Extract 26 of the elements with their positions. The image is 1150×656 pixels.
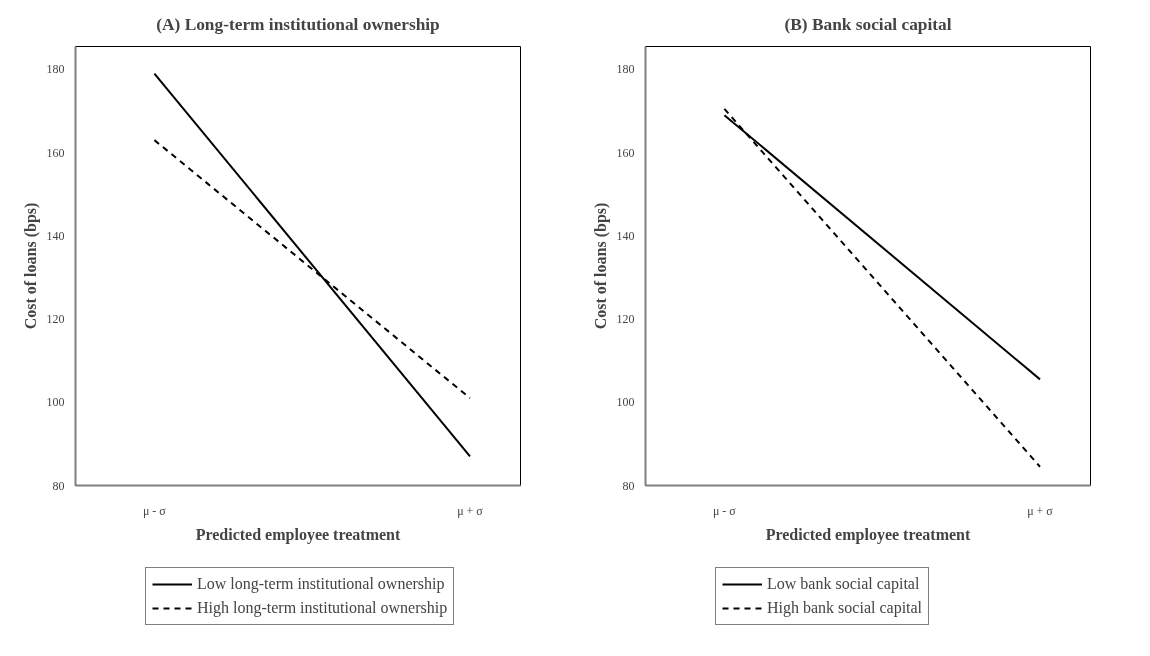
y-tick-label: 180 — [616, 62, 635, 77]
y-tick-label: 140 — [616, 228, 635, 243]
x-tick-label: μ + σ — [1027, 503, 1054, 518]
y-tick-label: 160 — [616, 145, 635, 160]
y-tick-label: 80 — [622, 478, 635, 493]
y-tick-label: 80 — [52, 478, 65, 493]
x-tick-label: μ - σ — [142, 503, 167, 518]
x-tick-label: μ - σ — [712, 503, 737, 518]
y-tick-label: 100 — [616, 395, 635, 410]
y-tick-label: 100 — [46, 395, 65, 410]
legend-label: Low long-term institutional ownership — [197, 575, 445, 593]
legend-label: High bank social capital — [767, 599, 923, 617]
legend-label: High long-term institutional ownership — [197, 599, 448, 617]
legend-label: Low bank social capital — [767, 575, 920, 593]
y-axis-title: Cost of loans (bps) — [21, 202, 40, 330]
x-axis-title: Predicted employee treatment — [765, 525, 971, 544]
y-tick-label: 120 — [46, 312, 65, 327]
y-tick-label: 180 — [46, 62, 65, 77]
y-tick-label: 120 — [616, 312, 635, 327]
y-tick-label: 160 — [46, 145, 65, 160]
y-tick-label: 140 — [46, 228, 65, 243]
y-axis-title: Cost of loans (bps) — [591, 202, 610, 330]
x-tick-label: μ + σ — [457, 503, 484, 518]
chart-title: (A) Long-term institutional ownership — [156, 15, 440, 34]
x-axis-title: Predicted employee treatment — [195, 525, 401, 544]
chart-title: (B) Bank social capital — [784, 15, 952, 34]
